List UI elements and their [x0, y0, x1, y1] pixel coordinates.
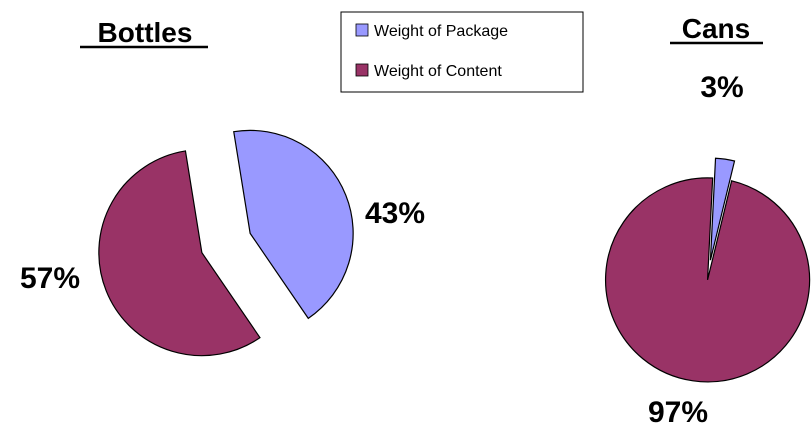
- cans-package-slice: [709, 157, 736, 261]
- bottles-content-label: 57%: [20, 262, 80, 295]
- legend-box: [340, 11, 584, 93]
- cans-title: Cans: [682, 13, 750, 44]
- legend-swatch-package: [355, 23, 369, 37]
- bottles-content-slice: [98, 150, 261, 357]
- legend-label-package: Weight of Package: [374, 23, 508, 40]
- cans-package-label: 3%: [700, 71, 743, 104]
- cans-pie: [605, 157, 811, 383]
- bottles-pie: [98, 129, 354, 357]
- bottles-title: Bottles: [98, 17, 193, 48]
- bottles-package-slice: [233, 129, 354, 320]
- cans-content-slice: [605, 177, 811, 383]
- cans-content-label: 97%: [648, 396, 708, 426]
- bottles-package-label: 43%: [365, 197, 425, 230]
- legend-label-content: Weight of Content: [374, 63, 502, 80]
- legend-swatch-content: [355, 63, 369, 77]
- legend: Weight of Package Weight of Content: [340, 11, 584, 93]
